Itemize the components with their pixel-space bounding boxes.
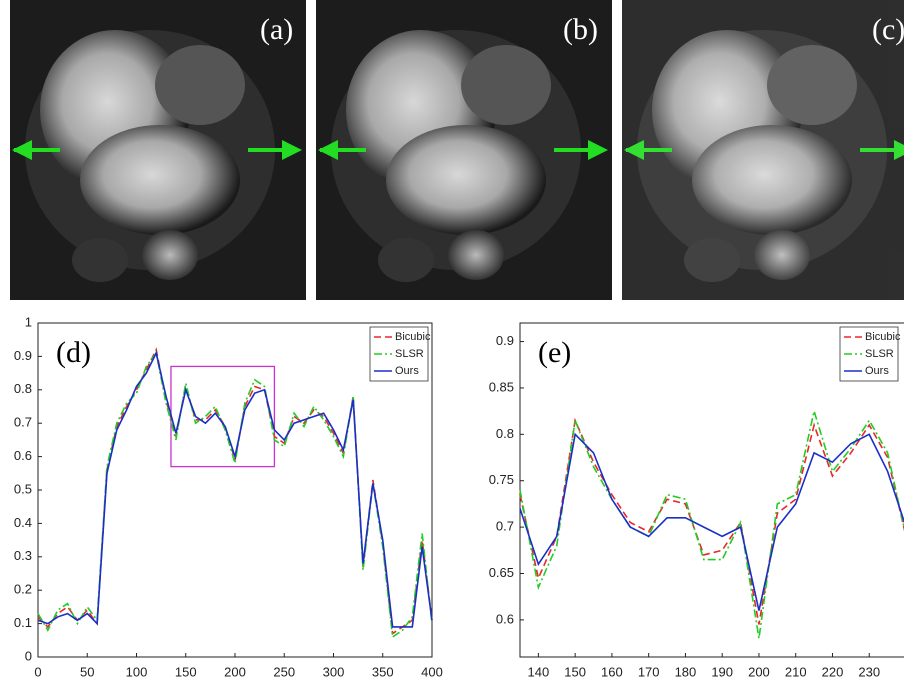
y-tick-label: 0.9 [496,333,514,348]
y-tick-label: 0.1 [14,615,32,630]
x-tick-label: 300 [323,664,345,679]
x-tick-label: 180 [675,664,697,679]
x-tick-label: 400 [421,664,443,679]
legend-label: Ours [395,365,419,377]
x-tick-label: 200 [748,664,770,679]
x-tick-label: 140 [528,664,550,679]
panel-label: (a) [260,13,293,46]
y-tick-label: 0.8 [496,426,514,441]
x-tick-label: 160 [601,664,623,679]
y-tick-label: 0.7 [496,519,514,534]
y-tick-label: 0.6 [496,611,514,626]
legend-label: Bicubic [865,331,901,343]
legend-label: Bicubic [395,331,431,343]
y-tick-label: 0.85 [489,379,514,394]
x-tick-label: 0 [34,664,41,679]
series-line [519,407,904,639]
series-line [37,351,433,639]
x-tick-label: 350 [372,664,394,679]
x-tick-label: 210 [785,664,807,679]
y-tick-label: 0.4 [14,515,32,530]
highlight-box [170,365,276,468]
y-tick-label: 0.2 [14,582,32,597]
x-tick-label: 150 [564,664,586,679]
y-tick-label: 0.6 [14,448,32,463]
y-tick-label: 0.9 [14,348,32,363]
y-tick-label: 1 [25,314,32,329]
series-line [37,347,433,636]
y-tick-label: 0.8 [14,381,32,396]
x-tick-label: 190 [711,664,733,679]
legend-label: Ours [865,365,889,377]
x-tick-label: 200 [224,664,246,679]
chart-annotation: (e) [538,336,571,369]
x-tick-label: 230 [858,664,880,679]
panel-label: (c) [872,13,904,46]
legend-label: SLSR [865,348,894,360]
y-tick-label: 0.65 [489,565,514,580]
x-tick-label: 150 [175,664,197,679]
x-tick-label: 50 [80,664,94,679]
y-tick-label: 0.75 [489,472,514,487]
series-line [519,432,904,611]
x-tick-label: 250 [273,664,295,679]
y-tick-label: 0 [25,648,32,663]
y-tick-label: 0.3 [14,548,32,563]
series-line [519,417,904,625]
y-tick-label: 0.7 [14,415,32,430]
chart-annotation: (d) [56,336,91,369]
legend-label: SLSR [395,348,424,360]
y-tick-label: 0.5 [14,481,32,496]
x-tick-label: 100 [126,664,148,679]
x-tick-label: 220 [822,664,844,679]
image-panel [620,0,904,302]
panel-label: (b) [563,13,598,46]
series-line [37,350,433,628]
x-tick-label: 170 [638,664,660,679]
